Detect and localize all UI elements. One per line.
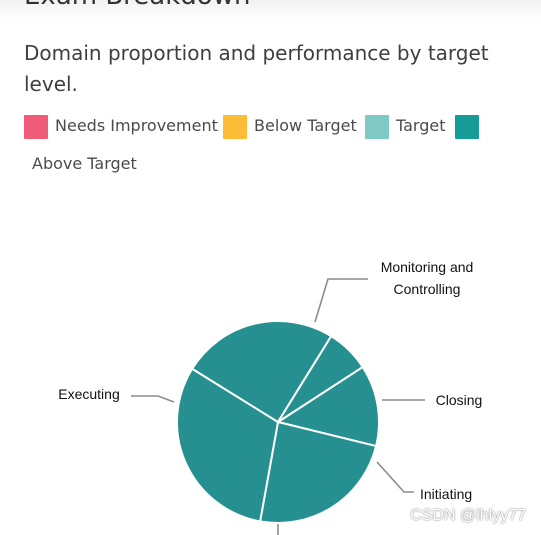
pie-slice-monitoring-and-controlling <box>190 320 333 424</box>
chart-subtitle: Domain proportion and performance by tar… <box>24 41 489 96</box>
pie-label-monitoring-and-controlling: Monitoring and Controlling <box>381 259 474 297</box>
legend-above-target <box>455 112 495 140</box>
needs-improvement-swatch <box>24 115 48 139</box>
pie-slice-closing <box>277 334 365 423</box>
pie-slice-planning <box>258 420 378 524</box>
top-fade-band <box>0 0 541 20</box>
below-target-swatch <box>223 115 247 139</box>
pie-slice-labels: InitiatingPlanningExecutingMonitoring an… <box>58 259 483 502</box>
needs-improvement-label: Needs Improvement <box>55 116 218 135</box>
legend-needs-improvement: Needs Improvement <box>24 112 218 140</box>
leader-line-monitoring-and-controlling <box>314 278 368 323</box>
leader-line-initiating <box>376 461 414 493</box>
legend-target: Target <box>365 112 465 140</box>
pie-label-initiating: Initiating <box>420 486 472 502</box>
target-label: Target <box>396 116 446 135</box>
pie-leader-lines <box>131 278 425 535</box>
leader-line-executing <box>131 395 175 403</box>
page-title: Exam Breakdown <box>24 0 250 13</box>
below-target-label: Below Target <box>254 116 357 135</box>
pie-slices <box>176 320 380 524</box>
pie-slice-initiating <box>275 365 380 448</box>
legend-below-target: Below Target <box>223 112 363 140</box>
target-swatch <box>365 115 389 139</box>
pie-label-executing: Executing <box>58 386 119 402</box>
csdn-watermark: CSDN @lhlyy77 <box>410 507 526 524</box>
pie-label-closing: Closing <box>436 392 483 408</box>
above-target-swatch <box>455 115 479 139</box>
performance-legend: Needs Improvement Below Target Target Ab… <box>24 112 524 182</box>
above-target-label: Above Target <box>32 154 137 173</box>
